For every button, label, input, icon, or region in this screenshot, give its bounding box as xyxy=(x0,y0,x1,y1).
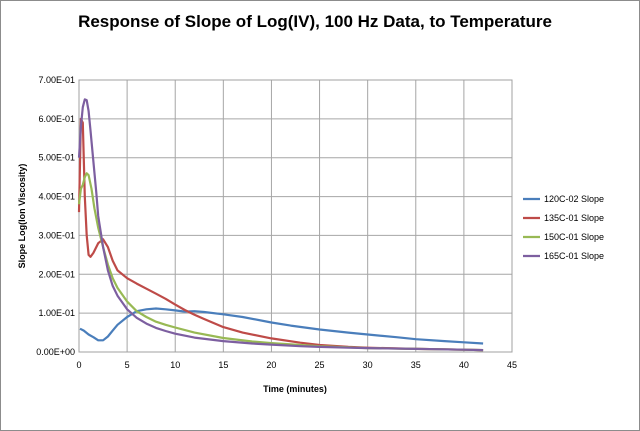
x-axis-title: Time (minutes) xyxy=(263,384,327,394)
legend-label: 150C-01 Slope xyxy=(544,232,604,242)
x-tick-label: 45 xyxy=(507,360,517,370)
chart-title: Response of Slope of Log(IV), 100 Hz Dat… xyxy=(78,12,552,31)
x-tick-label: 10 xyxy=(170,360,180,370)
y-tick-label: 7.00E-01 xyxy=(38,75,75,85)
series-line-2 xyxy=(77,117,484,352)
x-tick-label: 40 xyxy=(459,360,469,370)
y-tick-label: 6.00E-01 xyxy=(38,114,75,124)
series-layer xyxy=(77,98,484,352)
legend-label: 135C-01 Slope xyxy=(544,213,604,223)
y-tick-label: 0.00E+00 xyxy=(36,347,75,357)
tick-label-layer: 0.00E+00 1.00E-01 2.00E-01 3.00E-01 4.00E-01… xyxy=(36,75,517,370)
series-line-1 xyxy=(79,307,484,345)
legend-label: 120C-02 Slope xyxy=(544,194,604,204)
plot-area xyxy=(78,79,513,353)
series-line-4 xyxy=(77,98,484,352)
y-tick-label: 5.00E-01 xyxy=(38,153,75,163)
y-tick-label: 2.00E-01 xyxy=(38,269,75,279)
x-tick-label: 5 xyxy=(125,360,130,370)
x-tick-label: 20 xyxy=(266,360,276,370)
legend-label: 165C-01 Slope xyxy=(544,251,604,261)
legend: 120C-02 Slope 135C-01 Slope 150C-01 Slope 1… xyxy=(523,194,604,261)
x-tick-label: 0 xyxy=(76,360,81,370)
x-tick-label: 15 xyxy=(218,360,228,370)
grid-layer xyxy=(78,79,513,353)
y-tick-label: 3.00E-01 xyxy=(38,230,75,240)
y-tick-label: 4.00E-01 xyxy=(38,192,75,202)
x-tick-label: 25 xyxy=(315,360,325,370)
y-axis-title: Slope Log(Ion Viscosity) xyxy=(17,164,27,269)
x-tick-label: 35 xyxy=(411,360,421,370)
y-tick-label: 1.00E-01 xyxy=(38,308,75,318)
x-tick-label: 30 xyxy=(363,360,373,370)
